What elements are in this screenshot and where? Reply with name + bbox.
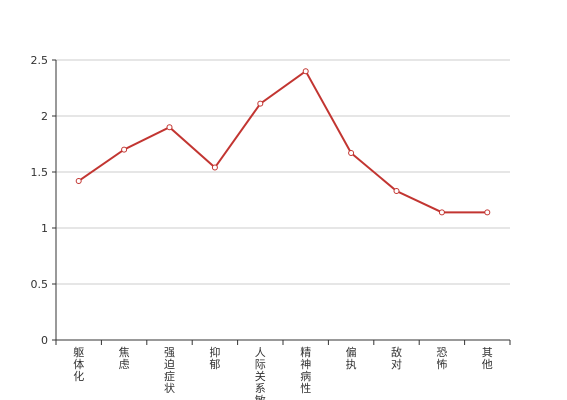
x-tick-label: 抑郁 — [209, 345, 220, 371]
series-group — [75, 68, 491, 216]
x-tick-label: 焦虑 — [119, 346, 130, 371]
data-point[interactable] — [302, 68, 309, 75]
x-axis: 躯体化 焦虑 强迫症状 抑郁 人际关系敏感 精神病性 偏执 敌对 恐怖 其他 — [55, 339, 511, 400]
y-tick-label: 2 — [41, 110, 48, 123]
data-point[interactable] — [121, 146, 128, 153]
y-tick-label: 1.5 — [31, 166, 49, 179]
data-point[interactable] — [75, 177, 82, 184]
x-tick-label: 躯体化 — [73, 346, 84, 383]
grid-lines — [56, 59, 510, 285]
x-tick-label: 其他 — [482, 346, 493, 371]
y-tick-label: 1 — [41, 222, 48, 235]
y-tick-label: 0 — [41, 334, 48, 347]
x-tick-label: 恐怖 — [436, 346, 447, 371]
data-point[interactable] — [393, 188, 400, 195]
y-tick-label: 2.5 — [31, 54, 49, 67]
x-tick-label: 偏执 — [346, 345, 357, 371]
data-point[interactable] — [484, 209, 491, 216]
series-line — [78, 69, 488, 214]
data-point[interactable] — [166, 124, 173, 131]
data-point[interactable] — [257, 100, 264, 107]
x-tick-label: 人际关系敏感 — [255, 346, 266, 400]
x-tick-label: 强迫症状 — [164, 346, 175, 395]
data-point[interactable] — [348, 149, 355, 156]
x-tick-label: 精神病性 — [300, 346, 311, 395]
y-tick-label: 0.5 — [31, 278, 49, 291]
data-point[interactable] — [438, 209, 445, 216]
x-tick-label: 敌对 — [391, 345, 402, 371]
data-point[interactable] — [211, 164, 218, 171]
y-axis: 0 0.5 1 1.5 2 2.5 — [31, 54, 57, 347]
